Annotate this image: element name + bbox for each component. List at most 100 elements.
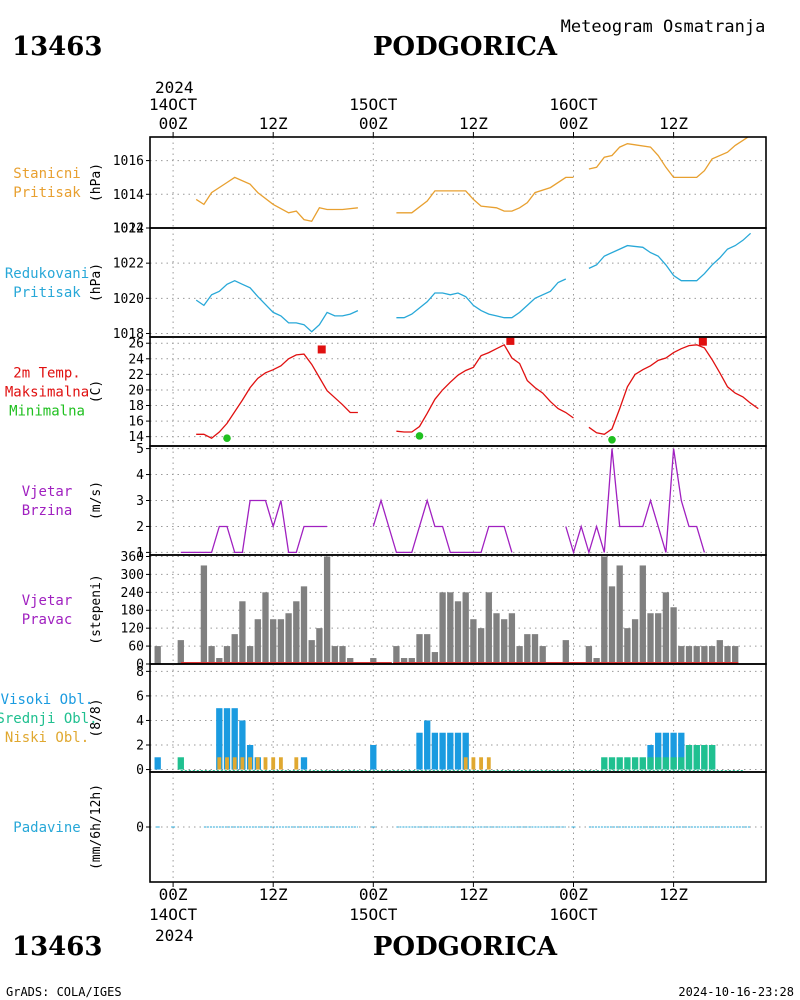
wind-direction-bar: [616, 565, 623, 664]
wind-direction-bar: [462, 592, 469, 664]
wind-direction-bar: [223, 646, 231, 664]
wind-direction-bar: [454, 601, 462, 664]
top-date-label: 14OCT: [149, 95, 198, 114]
year-top: 2024: [155, 78, 194, 97]
top-hour-label: 00Z: [559, 114, 588, 133]
wind-direction-bar: [470, 619, 477, 664]
cloud-mid-bar: [670, 757, 677, 770]
cloud-high-bar: [239, 720, 246, 770]
top-hour-label: 00Z: [159, 114, 188, 133]
wind-direction-bar: [524, 634, 531, 664]
wind-direction-bar: [493, 613, 500, 664]
cloud-high-bar: [447, 732, 454, 770]
cloud-mid-bar: [693, 745, 700, 770]
cloud-mid-bar: [631, 757, 639, 770]
cloud-high-bar: [439, 732, 446, 770]
cloud-low-bar: [248, 757, 253, 770]
cloud-low-bar: [240, 757, 245, 770]
wind-direction-bar: [670, 607, 677, 664]
cloud-high-bar: [431, 732, 439, 770]
cloud-high-bar: [216, 708, 223, 770]
top-hour-label: 12Z: [659, 114, 688, 133]
y-tick-label: 300: [121, 568, 144, 583]
cloud-high-bar: [300, 757, 308, 770]
cloud-low-bar: [255, 757, 260, 770]
series-line-temperature: [588, 344, 759, 435]
bottom-hour-label: 12Z: [459, 885, 488, 904]
series-line-station_pressure: [396, 176, 574, 214]
y-axis-label: (8/8): [89, 698, 104, 737]
panel-label: Vjetar: [22, 593, 73, 609]
panel-label: Visoki Obl.: [1, 692, 94, 708]
y-tick-label: 2: [136, 739, 144, 754]
wind-direction-bar: [308, 640, 315, 664]
temp-min-marker: [415, 432, 424, 440]
data-reduced_pressure: [195, 232, 752, 333]
panel-label: Redukovani: [5, 266, 89, 282]
wind-direction-bar: [277, 619, 285, 664]
panel-label: Vjetar: [22, 484, 73, 500]
y-axis-label: (hPa): [89, 263, 104, 302]
series-line-temperature: [396, 343, 574, 433]
cloud-mid-bar: [647, 757, 654, 770]
bottom-hour-label: 00Z: [559, 885, 588, 904]
wind-direction-bar: [732, 646, 739, 664]
y-tick-label: 0: [136, 658, 144, 673]
cloud-high-bar: [655, 732, 662, 770]
temp-min-marker: [223, 434, 231, 443]
cloud-low-bar: [225, 757, 229, 770]
wind-direction-bar: [246, 646, 254, 664]
panel-frame: [149, 771, 767, 883]
wind-direction-bar: [662, 592, 670, 664]
y-tick-label: 24: [128, 352, 144, 367]
wind-direction-bar: [585, 646, 593, 664]
cloud-low-bar: [479, 757, 484, 770]
wind-direction-bar: [685, 646, 693, 664]
wind-direction-bar: [716, 640, 723, 664]
cloud-mid-bar: [177, 757, 184, 770]
wind-direction-bar: [678, 646, 685, 664]
panel-wind_speed: 1 2 3 4 5 (m/s) Vjetar Brzina: [22, 442, 767, 561]
wind-direction-bar: [424, 634, 431, 664]
y-tick-label: 0: [136, 763, 144, 778]
chart-title: Meteogram Osmatranja: [561, 17, 766, 37]
top-hour-label: 00Z: [359, 114, 388, 133]
cloud-low-bar: [217, 757, 222, 770]
cloud-low-bar: [294, 757, 299, 770]
data-station_pressure: [195, 137, 750, 223]
station-name-bottom: PODGORICA: [373, 932, 558, 962]
series-line-temperature: [196, 353, 358, 439]
y-tick-label: 60: [128, 640, 144, 655]
cloud-low-bar: [263, 757, 268, 770]
y-tick-label: 16: [128, 415, 144, 430]
wind-direction-bar: [408, 658, 415, 664]
y-tick-label: 5: [136, 442, 144, 457]
bottom-hour-label: 12Z: [659, 885, 688, 904]
y-tick-label: 1012: [113, 222, 144, 237]
wind-direction-bar: [516, 646, 523, 664]
station-id-bottom: 13463: [12, 932, 102, 962]
wind-direction-bar: [708, 646, 716, 664]
panel-label: Brzina: [22, 503, 73, 519]
panel-label: 2m Temp.: [13, 366, 80, 382]
wind-direction-bar: [200, 565, 208, 664]
y-tick-label: 1020: [113, 292, 144, 307]
cloud-low-bar: [278, 757, 283, 770]
wind-direction-bar: [531, 634, 539, 664]
wind-direction-bar: [508, 613, 516, 664]
y-tick-label: 360: [121, 550, 144, 565]
cloud-mid-bar: [639, 757, 646, 770]
wind-direction-bar: [655, 613, 662, 664]
panel-label: Padavine: [13, 820, 80, 836]
wind-direction-bar: [347, 658, 354, 664]
wind-direction-bar: [639, 565, 646, 664]
meteogram-panels: 101210141016(hPa)StanicniPritisak1018102…: [0, 136, 767, 883]
wind-direction-bar: [485, 592, 492, 664]
y-tick-label: 240: [121, 586, 144, 601]
y-tick-label: 20: [128, 383, 144, 398]
cloud-high-bar: [416, 732, 423, 770]
